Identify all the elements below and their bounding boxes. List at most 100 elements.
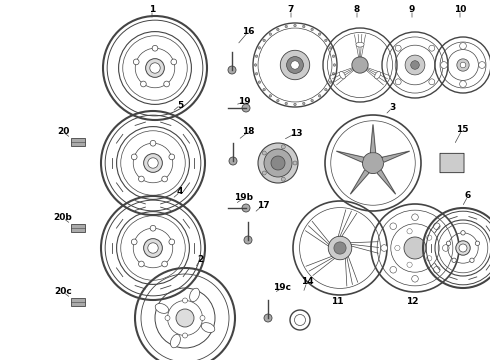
Circle shape (242, 104, 250, 112)
Circle shape (281, 145, 285, 149)
Circle shape (182, 298, 188, 303)
Polygon shape (382, 151, 410, 162)
Circle shape (460, 42, 466, 49)
Circle shape (407, 229, 412, 234)
Circle shape (412, 275, 418, 282)
Circle shape (244, 236, 252, 244)
Text: 17: 17 (257, 201, 270, 210)
Circle shape (133, 59, 139, 65)
Circle shape (442, 245, 449, 251)
Circle shape (285, 25, 288, 28)
Circle shape (262, 171, 266, 175)
Text: 6: 6 (465, 192, 471, 201)
Circle shape (429, 79, 435, 85)
Circle shape (150, 140, 156, 146)
Circle shape (258, 46, 261, 49)
Bar (71, 138, 85, 146)
Circle shape (258, 143, 298, 183)
Circle shape (333, 64, 336, 66)
Circle shape (429, 45, 435, 51)
Circle shape (329, 81, 332, 84)
Circle shape (285, 102, 288, 105)
Circle shape (280, 50, 310, 80)
Circle shape (434, 223, 440, 230)
Text: 16: 16 (242, 27, 254, 36)
Circle shape (148, 158, 158, 168)
Circle shape (324, 88, 327, 91)
Circle shape (460, 81, 466, 87)
Circle shape (470, 258, 474, 262)
Circle shape (328, 236, 352, 260)
Circle shape (264, 314, 272, 322)
Ellipse shape (155, 303, 169, 313)
Circle shape (144, 154, 162, 172)
Circle shape (263, 39, 266, 42)
Circle shape (449, 155, 455, 161)
Circle shape (139, 176, 144, 182)
Circle shape (131, 154, 137, 160)
Text: 11: 11 (331, 297, 343, 306)
Circle shape (457, 59, 469, 71)
Circle shape (311, 28, 314, 31)
Text: 14: 14 (301, 278, 313, 287)
Circle shape (434, 266, 440, 273)
Text: 3: 3 (389, 104, 395, 112)
Text: 10: 10 (454, 5, 466, 14)
Text: 7: 7 (288, 5, 294, 14)
Text: 20b: 20b (53, 213, 73, 222)
Text: 1: 1 (149, 5, 155, 14)
Text: 8: 8 (354, 5, 360, 14)
Circle shape (311, 99, 314, 102)
Ellipse shape (201, 323, 215, 333)
Circle shape (294, 103, 296, 106)
Text: 18: 18 (242, 127, 254, 136)
Circle shape (381, 245, 388, 251)
Circle shape (411, 61, 419, 69)
Circle shape (271, 156, 285, 170)
Circle shape (459, 244, 467, 252)
Circle shape (287, 57, 303, 73)
Circle shape (352, 57, 368, 73)
Circle shape (242, 204, 250, 212)
Ellipse shape (340, 71, 345, 79)
Circle shape (162, 176, 168, 182)
Circle shape (291, 61, 299, 69)
Circle shape (269, 33, 271, 35)
Circle shape (446, 241, 451, 246)
Circle shape (169, 154, 174, 160)
Circle shape (169, 239, 174, 245)
Text: 2: 2 (197, 256, 203, 265)
Ellipse shape (356, 42, 364, 47)
Text: 5: 5 (177, 100, 183, 109)
Circle shape (131, 239, 137, 245)
Circle shape (318, 95, 321, 97)
Circle shape (141, 81, 146, 87)
Circle shape (150, 63, 160, 73)
Circle shape (390, 223, 396, 230)
Circle shape (302, 102, 305, 105)
Text: 20: 20 (57, 127, 69, 136)
Circle shape (427, 235, 432, 240)
Circle shape (390, 266, 396, 273)
Circle shape (200, 315, 205, 320)
Circle shape (281, 177, 285, 181)
Text: 13: 13 (290, 129, 302, 138)
Circle shape (332, 55, 335, 58)
Polygon shape (377, 170, 395, 194)
Circle shape (146, 59, 164, 77)
Circle shape (318, 33, 321, 35)
Text: 19b: 19b (235, 194, 253, 202)
Circle shape (332, 72, 335, 75)
Text: 20c: 20c (54, 288, 72, 297)
Text: 19c: 19c (273, 284, 291, 292)
Circle shape (334, 242, 346, 254)
FancyBboxPatch shape (440, 153, 464, 172)
Circle shape (405, 55, 425, 75)
Text: 15: 15 (456, 126, 468, 135)
Circle shape (363, 152, 384, 174)
Circle shape (302, 25, 305, 28)
Circle shape (152, 45, 158, 51)
Circle shape (165, 315, 170, 320)
Circle shape (262, 151, 266, 155)
Circle shape (395, 79, 401, 85)
